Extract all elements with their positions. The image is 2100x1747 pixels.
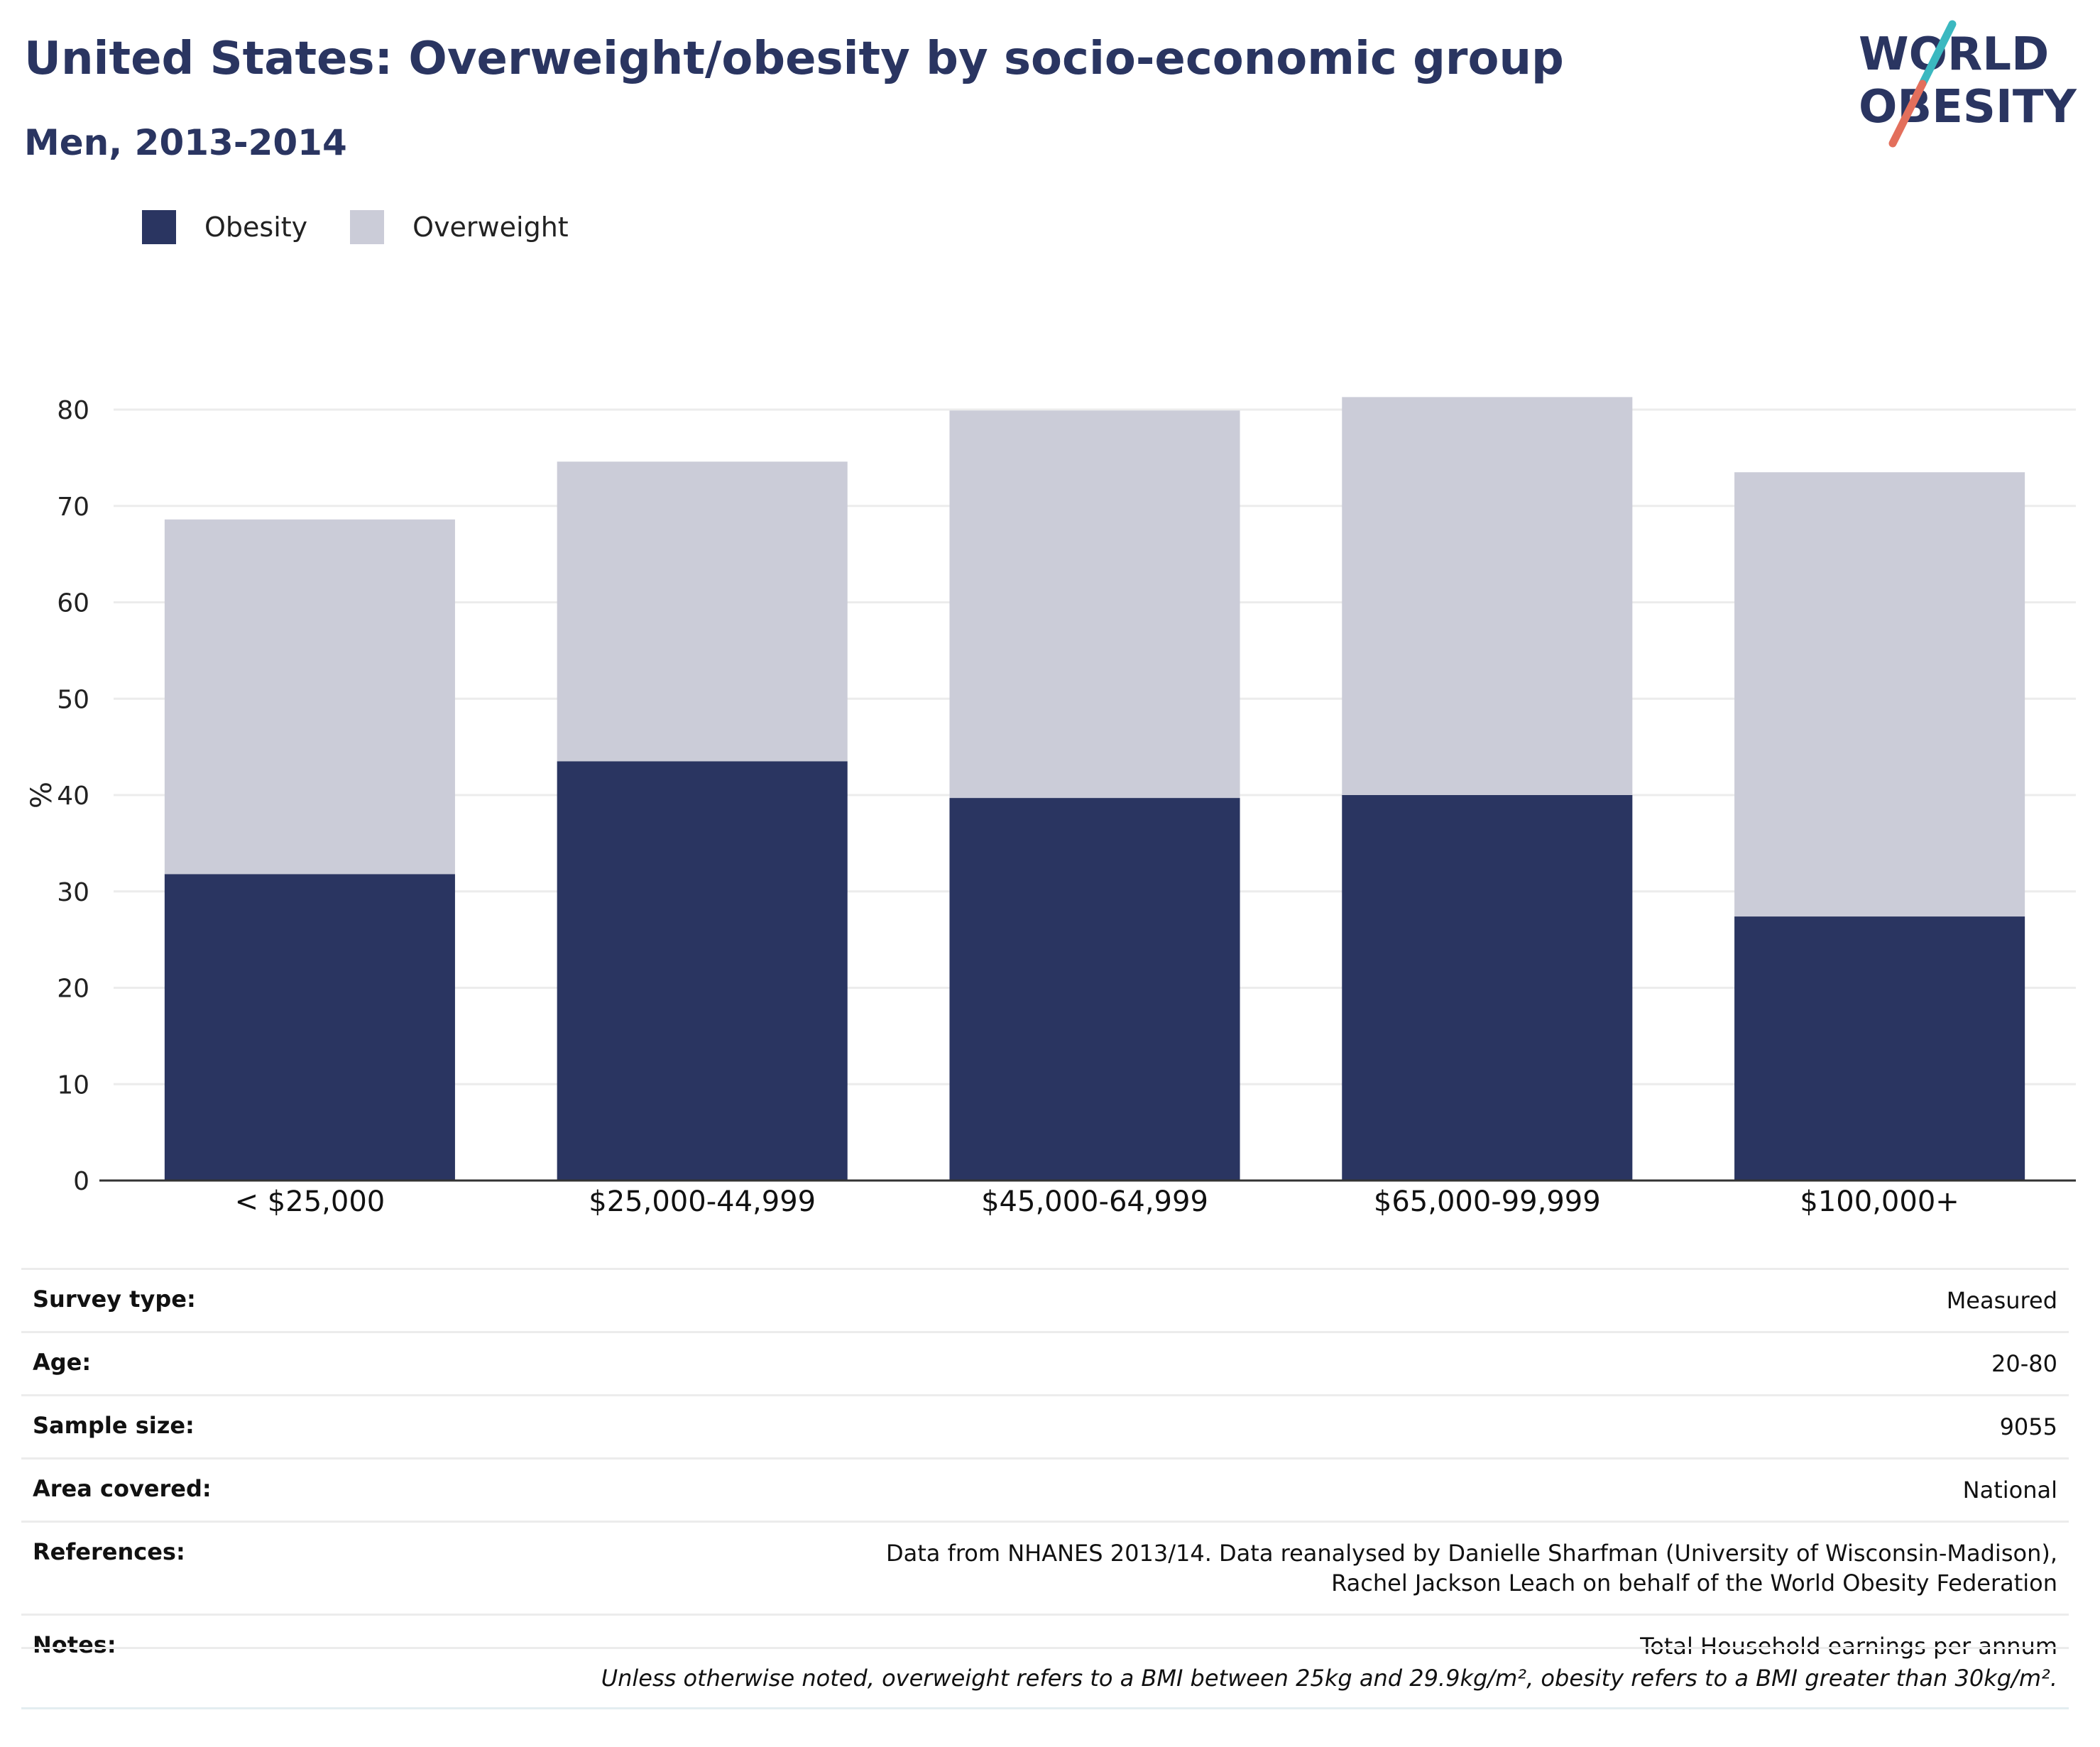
info-row-value: National bbox=[1962, 1477, 2057, 1504]
info-row-value: Total Household earnings per annum bbox=[1640, 1633, 2057, 1660]
y-tick-label: 50 bbox=[57, 685, 89, 714]
legend-item-overweight[interactable]: Overweight bbox=[350, 210, 569, 244]
y-tick-label: 60 bbox=[57, 589, 89, 618]
legend-swatch-overweight bbox=[350, 210, 385, 244]
logo-line-2: OBESITY bbox=[1859, 81, 2077, 133]
info-row: Sample size: 9055 bbox=[21, 1395, 2069, 1459]
y-tick-label: 80 bbox=[57, 396, 89, 425]
legend-swatch-obesity bbox=[142, 210, 176, 244]
world-obesity-logo: WORLD OBESITY bbox=[1859, 20, 2077, 148]
bars bbox=[164, 397, 2025, 1181]
logo-slash-teal bbox=[1918, 20, 1957, 88]
info-row-label: Sample size: bbox=[33, 1412, 195, 1439]
bar-overweight-1[interactable] bbox=[557, 461, 848, 762]
info-row-label: Notes: bbox=[33, 1631, 116, 1658]
x-tick-label: $65,000-99,999 bbox=[1374, 1185, 1601, 1218]
y-tick-label: 40 bbox=[57, 782, 89, 811]
legend-item-obesity[interactable]: Obesity bbox=[142, 210, 307, 244]
bar-obesity-1[interactable] bbox=[557, 761, 848, 1181]
info-row-label: Age: bbox=[33, 1349, 92, 1376]
bar-obesity-3[interactable] bbox=[1342, 795, 1633, 1181]
chart-subtitle: Men, 2013-2014 bbox=[24, 122, 347, 163]
logo-slash-coral bbox=[1888, 80, 1927, 148]
y-tick-label: 30 bbox=[57, 878, 89, 907]
chart-title: United States: Overweight/obesity by soc… bbox=[24, 33, 1564, 85]
bar-obesity-0[interactable] bbox=[164, 874, 455, 1181]
info-row-value: Measured bbox=[1946, 1287, 2057, 1314]
x-tick-label: $45,000-64,999 bbox=[981, 1185, 1208, 1218]
info-row: Survey type: Measured bbox=[21, 1269, 2069, 1332]
y-axis-title: % bbox=[26, 782, 58, 809]
bar-obesity-2[interactable] bbox=[949, 798, 1240, 1181]
chart-legend: Obesity Overweight bbox=[142, 210, 611, 244]
bar-overweight-4[interactable] bbox=[1734, 472, 2025, 917]
info-row-value: Data from NHANES 2013/14. Data reanalyse… bbox=[886, 1540, 2057, 1597]
info-row-label: References: bbox=[33, 1538, 185, 1565]
legend-label-overweight: Overweight bbox=[412, 212, 569, 243]
info-row-label: Area covered: bbox=[33, 1475, 212, 1502]
bar-obesity-4[interactable] bbox=[1734, 916, 2025, 1181]
info-row: References: Data from NHANES 2013/14. Dat… bbox=[21, 1521, 2069, 1615]
info-row-value: 20-80 bbox=[1991, 1350, 2057, 1377]
x-tick-label: < $25,000 bbox=[235, 1185, 385, 1218]
bar-overweight-2[interactable] bbox=[949, 410, 1240, 799]
logo-line-1: WORLD bbox=[1859, 28, 2049, 81]
info-row: Notes: Total Household earnings per annum bbox=[21, 1614, 2069, 1677]
legend-label-obesity: Obesity bbox=[204, 212, 308, 243]
y-tick-label: 70 bbox=[57, 493, 89, 522]
y-tick-label: 0 bbox=[73, 1167, 89, 1196]
info-row: Area covered: National bbox=[21, 1458, 2069, 1522]
bar-overweight-0[interactable] bbox=[164, 519, 455, 875]
bar-overweight-3[interactable] bbox=[1342, 397, 1633, 795]
survey-info-table: Survey type: Measured Age: 20-80 Sample size… bbox=[21, 1268, 2069, 1677]
y-tick-label: 10 bbox=[57, 1070, 89, 1100]
y-tick-label: 20 bbox=[57, 975, 89, 1004]
footnote: Unless otherwise noted, overweight refer… bbox=[21, 1647, 2069, 1709]
info-row-value: 9055 bbox=[1999, 1413, 2057, 1440]
bar-chart: 0 10 20 30 40 50 60 70 80% < $25,000 $25,000-44,99… bbox=[26, 396, 2076, 1218]
info-row-label: Survey type: bbox=[33, 1286, 196, 1313]
info-row: Age: 20-80 bbox=[21, 1332, 2069, 1396]
x-tick-label: $100,000+ bbox=[1800, 1185, 1959, 1218]
x-tick-label: $25,000-44,999 bbox=[589, 1185, 816, 1218]
axes: 0 10 20 30 40 50 60 70 80% < $25,000 $25,000-44,99… bbox=[26, 396, 2076, 1218]
